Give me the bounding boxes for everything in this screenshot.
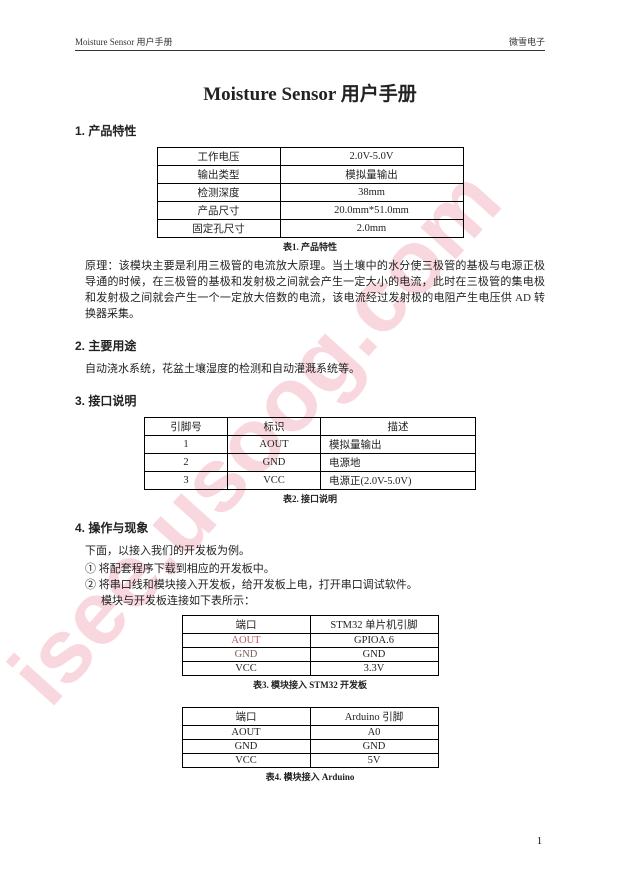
principle-paragraph: 原理：该模块主要是利用三极管的电流放大原理。当土壤中的水分使三极管的基极与电源正… — [85, 259, 545, 323]
page-number: 1 — [537, 836, 542, 847]
table3-caption: 表3. 模块接入 STM32 开发板 — [75, 678, 545, 691]
s4-line2: ① 将配套程序下载到相应的开发板中。 — [85, 562, 545, 578]
usage-paragraph: 自动浇水系统，花盆土壤湿度的检测和自动灌溉系统等。 — [85, 362, 545, 378]
table-product-features: 工作电压2.0V-5.0V 输出类型模拟量输出 检测深度38mm 产品尺寸20.… — [157, 147, 464, 238]
table1-caption: 表1. 产品特性 — [75, 240, 545, 253]
table-interface: 引脚号 标识 描述 1AOUT模拟量输出 2GND电源地 3VCC电源正(2.0… — [144, 417, 476, 490]
table-stm32: 端口STM32 单片机引脚 AOUTGPIOA.6 GNDGND VCC3.3V — [182, 615, 439, 676]
s4-line1: 下面，以接入我们的开发板为例。 — [85, 544, 545, 560]
header-left: Moisture Sensor 用户手册 — [75, 35, 173, 48]
header-right: 微雪电子 — [509, 35, 545, 48]
s4-line3: ② 将串口线和模块接入开发板，给开发板上电，打开串口调试软件。 — [85, 578, 545, 594]
table-arduino: 端口Arduino 引脚 AOUTA0 GNDGND VCC5V — [182, 707, 439, 768]
section-3-heading: 3. 接口说明 — [75, 392, 545, 409]
page-title: Moisture Sensor 用户手册 — [75, 79, 545, 106]
section-2-heading: 2. 主要用途 — [75, 337, 545, 354]
section-1-heading: 1. 产品特性 — [75, 122, 545, 139]
page-header: Moisture Sensor 用户手册 微雪电子 — [75, 35, 545, 51]
table4-caption: 表4. 模块接入 Arduino — [75, 770, 545, 783]
section-4-heading: 4. 操作与现象 — [75, 519, 545, 536]
s4-line4: 模块与开发板连接如下表所示： — [101, 594, 545, 610]
table2-caption: 表2. 接口说明 — [75, 492, 545, 505]
